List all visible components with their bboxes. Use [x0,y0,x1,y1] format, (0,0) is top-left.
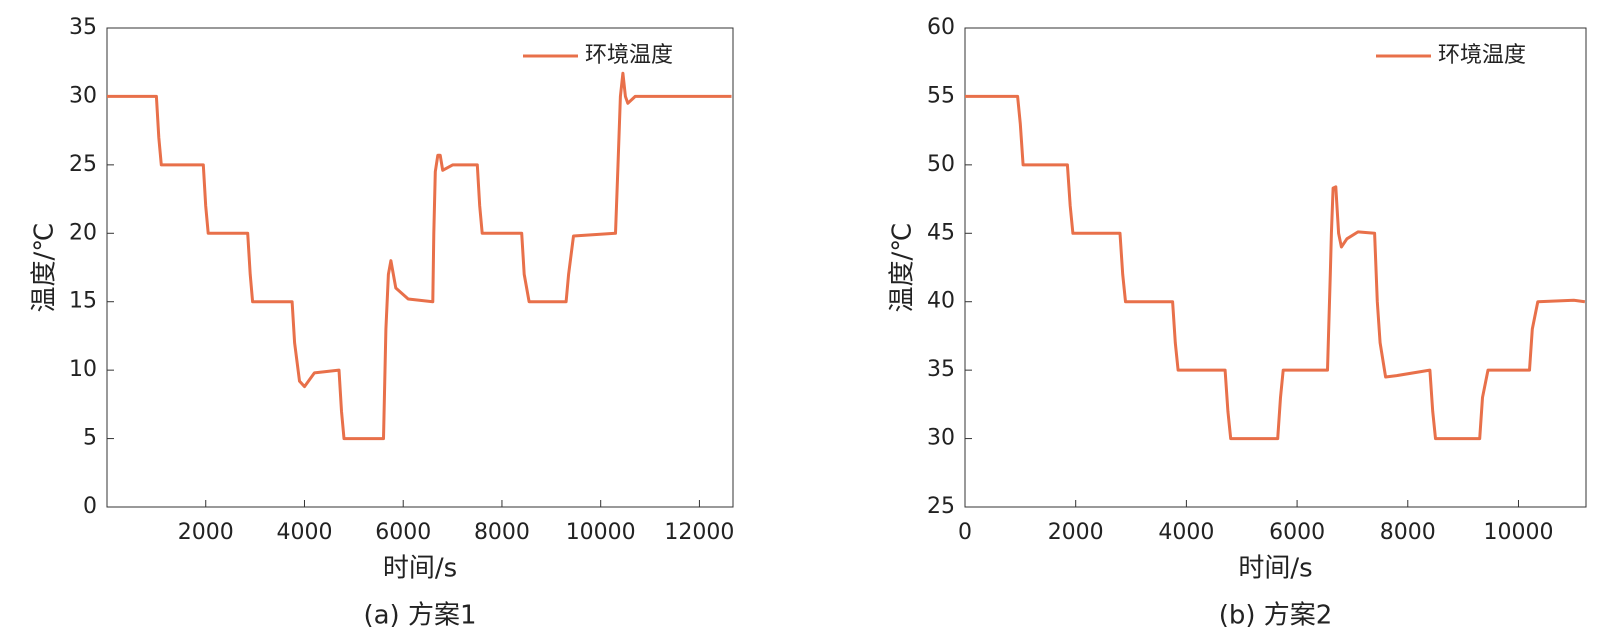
y-tick-label: 35 [69,15,97,40]
x-tick-label: 12000 [664,520,734,545]
y-axis-label: 温度/℃ [30,223,60,313]
y-tick-label: 40 [927,289,955,314]
y-tick-label: 60 [927,15,955,40]
y-tick-label: 35 [927,357,955,382]
y-axis-label: 温度/℃ [888,223,918,313]
plot-frame [106,27,734,508]
legend-label: 环境温度 [1438,43,1526,68]
x-tick-label: 2000 [1048,520,1104,545]
y-tick-label: 0 [83,494,97,519]
x-tick-label: 6000 [1269,520,1325,545]
y-tick-label: 25 [69,152,97,177]
x-tick-label: 4000 [276,520,332,545]
y-tick-label: 5 [83,426,97,451]
x-tick-label: 2000 [178,520,234,545]
y-tick-label: 10 [69,357,97,382]
y-tick-label: 50 [927,152,955,177]
y-tick-label: 20 [69,220,97,245]
x-axis-label: 时间/s [383,554,457,584]
y-tick-label: 55 [927,83,955,108]
plot-frame [964,27,1587,508]
y-tick-label: 25 [927,494,955,519]
x-tick-label: 6000 [375,520,431,545]
x-tick-label: 0 [958,520,972,545]
x-tick-label: 10000 [566,520,636,545]
data-line [107,71,732,441]
data-line [965,94,1586,441]
x-tick-label: 4000 [1158,520,1214,545]
y-tick-label: 30 [927,426,955,451]
x-tick-label: 8000 [474,520,530,545]
y-tick-label: 45 [927,220,955,245]
legend-label: 环境温度 [585,43,673,68]
caption: (b) 方案2 [1219,601,1333,631]
x-axis-label: 时间/s [1238,554,1312,584]
x-tick-label: 8000 [1380,520,1436,545]
caption: (a) 方案1 [363,601,476,631]
y-tick-label: 30 [69,83,97,108]
y-tick-label: 15 [69,289,97,314]
x-tick-label: 10000 [1483,520,1553,545]
